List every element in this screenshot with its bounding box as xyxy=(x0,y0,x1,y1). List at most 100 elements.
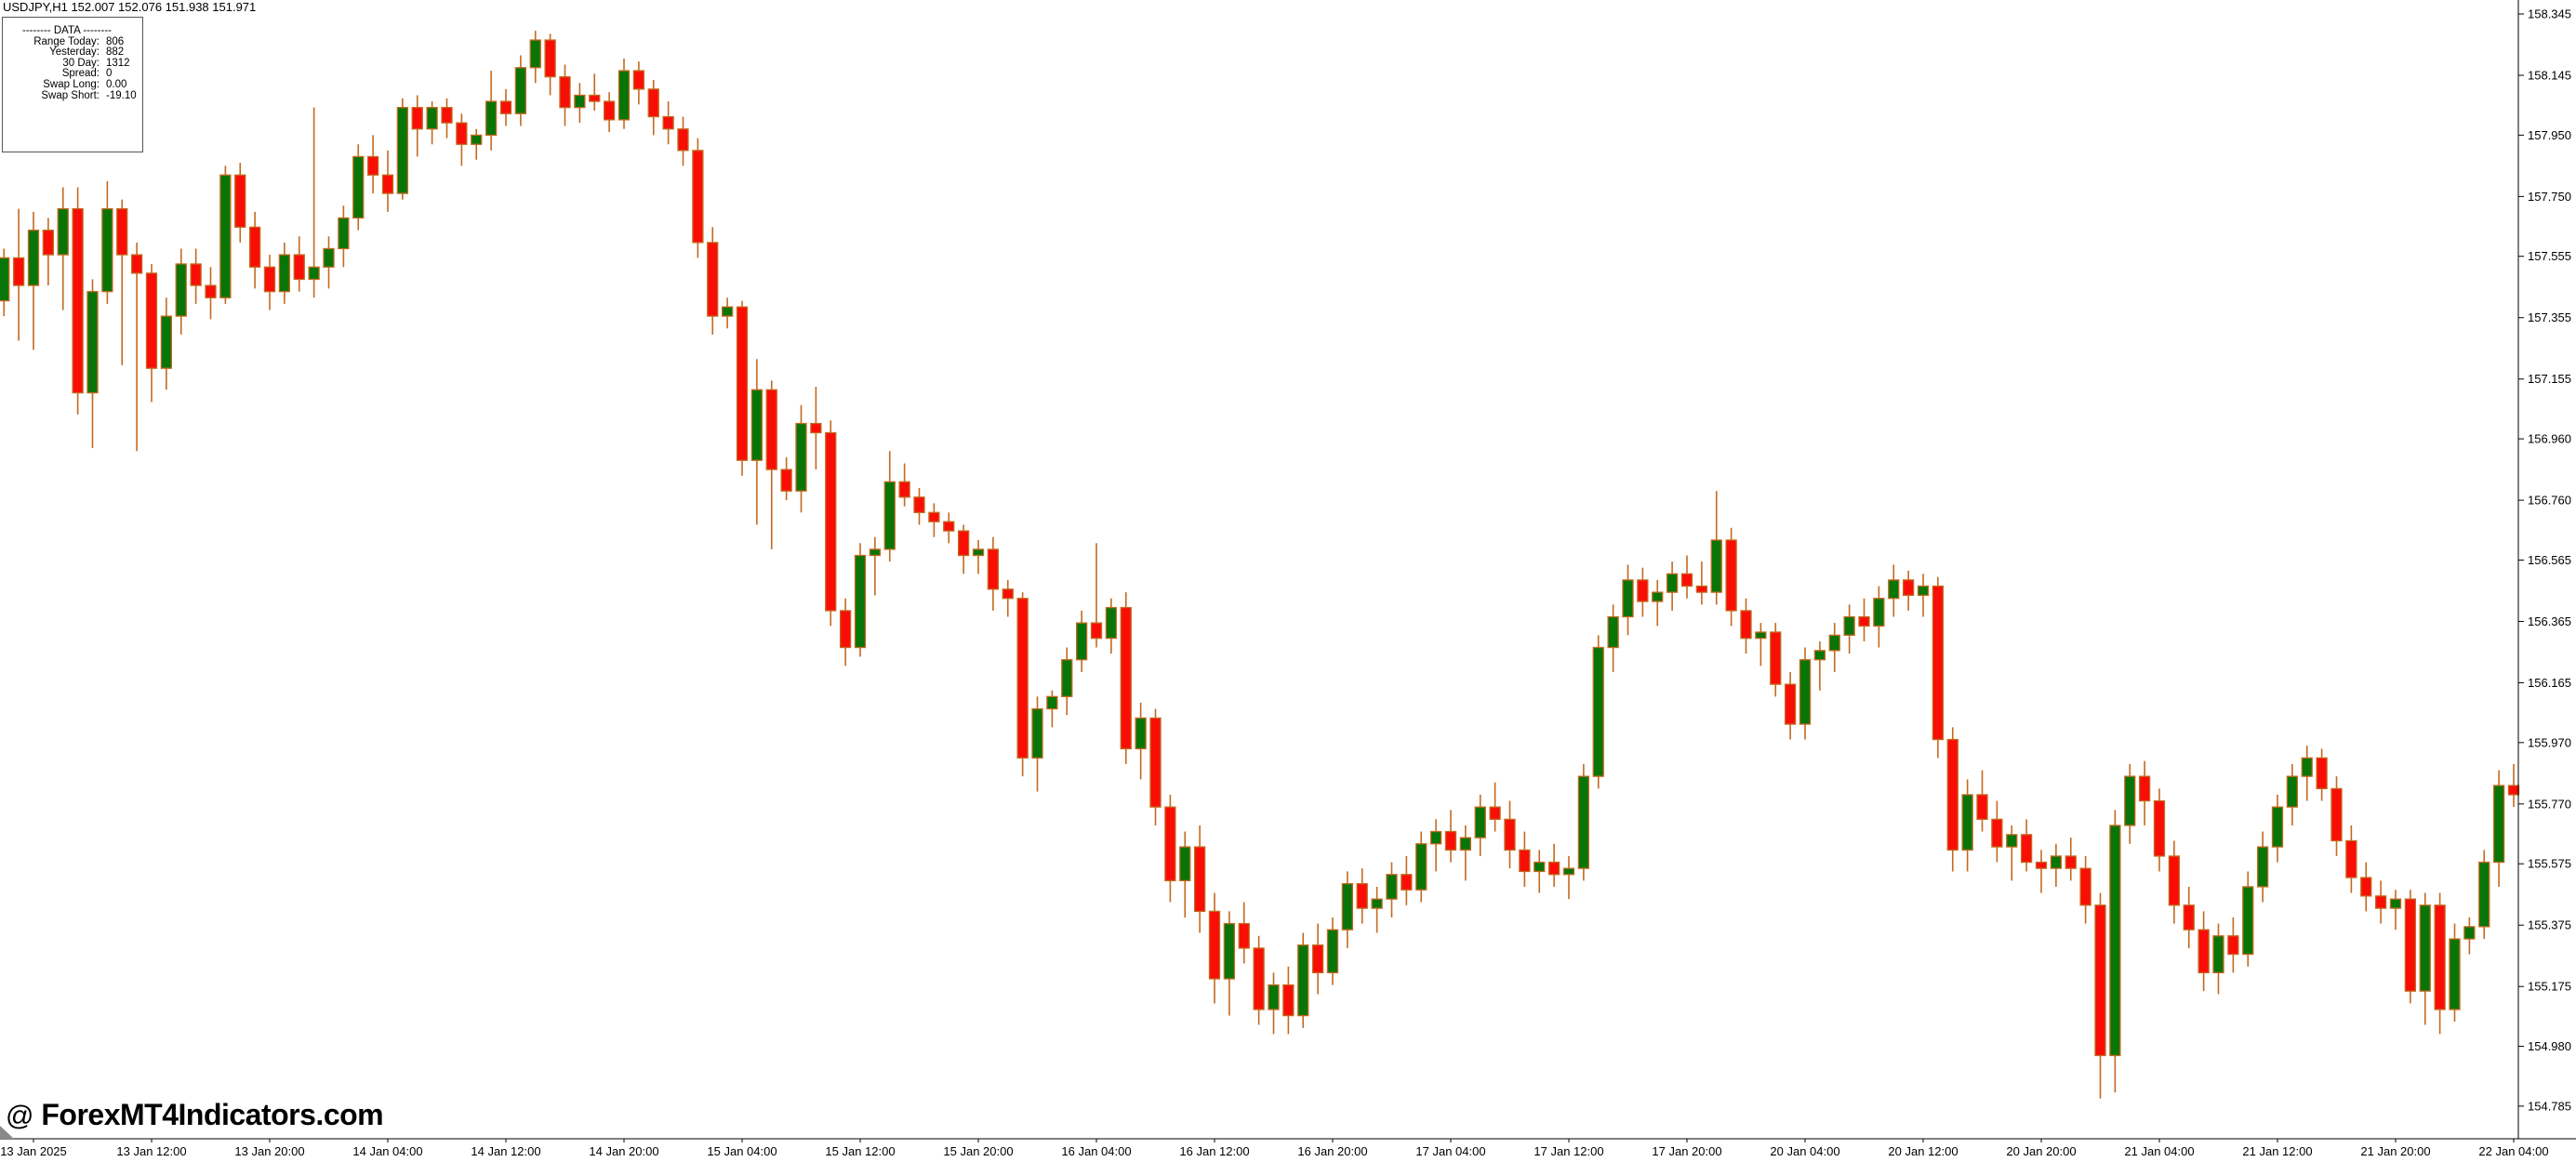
bear-candle-body xyxy=(928,511,940,522)
time-axis-label: 13 Jan 2025 xyxy=(0,1144,67,1158)
bull-candle-body xyxy=(1828,634,1840,652)
bear-candle-body xyxy=(1149,717,1162,808)
bear-candle-body xyxy=(692,150,704,244)
bear-candle-body xyxy=(1858,615,1870,627)
bear-candle-body xyxy=(116,207,128,256)
bull-candle-body xyxy=(308,266,320,281)
bear-candle-body xyxy=(456,122,468,145)
bull-candle-body xyxy=(1297,944,1309,1017)
bull-candle-body xyxy=(574,94,586,109)
bear-candle-body xyxy=(1311,944,1324,974)
bear-candle-body xyxy=(2153,799,2166,857)
bull-candle-body xyxy=(854,554,867,649)
bear-candle-body xyxy=(2198,929,2210,974)
bear-candle-body xyxy=(2507,785,2520,796)
bear-candle-body xyxy=(2434,905,2446,1010)
bear-candle-body xyxy=(898,481,910,498)
bull-candle-body xyxy=(57,207,69,256)
bear-candle-body xyxy=(1401,874,1413,891)
bull-candle-body xyxy=(426,107,438,130)
bear-candle-body xyxy=(1164,806,1176,881)
bull-candle-body xyxy=(1592,646,1604,777)
bear-candle-body xyxy=(1120,606,1132,750)
time-axis-label: 17 Jan 12:00 xyxy=(1534,1144,1603,1158)
bull-candle-body xyxy=(2242,886,2254,956)
time-axis-label: 15 Jan 20:00 xyxy=(943,1144,1013,1158)
bull-candle-body xyxy=(1386,874,1398,900)
time-axis-label: 22 Jan 04:00 xyxy=(2478,1144,2548,1158)
bull-candle-body xyxy=(1710,539,1722,593)
yesterday-label: Yesterday: xyxy=(49,46,100,59)
time-axis-label: 21 Jan 20:00 xyxy=(2360,1144,2430,1158)
bull-candle-body xyxy=(352,155,365,219)
bear-candle-body xyxy=(2065,855,2077,869)
time-axis-label: 16 Jan 04:00 xyxy=(1061,1144,1131,1158)
bear-candle-body xyxy=(2360,877,2372,897)
time-axis-label: 13 Jan 12:00 xyxy=(116,1144,186,1158)
time-axis-label: 21 Jan 12:00 xyxy=(2242,1144,2312,1158)
time-axis-label: 14 Jan 04:00 xyxy=(352,1144,422,1158)
bear-candle-body xyxy=(1238,922,1250,949)
price-axis-label: 154.980 xyxy=(2528,1039,2571,1053)
bull-candle-body xyxy=(1961,794,1973,851)
bull-candle-body xyxy=(175,263,187,317)
bear-candle-body xyxy=(1770,631,1782,685)
bear-candle-body xyxy=(130,254,143,274)
bull-candle-body xyxy=(750,389,764,461)
price-axis-label: 155.770 xyxy=(2528,797,2571,811)
bull-candle-body xyxy=(1622,579,1634,618)
bull-candle-body xyxy=(2301,757,2313,777)
bear-candle-body xyxy=(2316,757,2328,789)
bull-candle-body xyxy=(1562,867,1575,876)
time-axis-label: 17 Jan 20:00 xyxy=(1652,1144,1721,1158)
bear-candle-body xyxy=(12,257,25,286)
price-axis-label: 156.760 xyxy=(2528,494,2571,508)
bear-candle-body xyxy=(1253,947,1265,1010)
bear-candle-body xyxy=(1356,882,1368,909)
bull-candle-body xyxy=(471,134,483,145)
bear-candle-body xyxy=(736,306,749,461)
bull-candle-body xyxy=(1888,579,1900,600)
price-axis-label: 157.155 xyxy=(2528,372,2571,386)
bear-candle-body xyxy=(810,422,822,434)
bear-candle-body xyxy=(662,115,674,130)
bull-candle-body xyxy=(1135,717,1147,750)
bull-candle-body xyxy=(2389,898,2402,909)
thirty-day-label: 30 Day: xyxy=(62,57,100,69)
watermark-text: ForexMT4Indicators.com xyxy=(41,1098,384,1131)
bull-candle-body xyxy=(0,257,10,302)
swap-short-label: Swap Short: xyxy=(41,89,100,101)
bear-candle-body xyxy=(1637,579,1649,602)
price-axis-label: 156.565 xyxy=(2528,553,2571,567)
price-axis-label: 154.785 xyxy=(2528,1099,2571,1113)
bull-candle-body xyxy=(529,39,541,69)
bull-candle-body xyxy=(2256,846,2269,888)
bull-candle-body xyxy=(2286,775,2299,808)
bear-candle-body xyxy=(839,610,852,649)
bull-candle-body xyxy=(2109,825,2121,1057)
time-axis-label: 15 Jan 04:00 xyxy=(707,1144,777,1158)
bull-candle-body xyxy=(1415,843,1427,891)
bear-candle-body xyxy=(647,88,659,118)
bear-candle-body xyxy=(2138,775,2151,802)
bear-candle-body xyxy=(913,496,925,513)
bear-candle-body xyxy=(1680,573,1693,588)
bull-candle-body xyxy=(2449,938,2461,1010)
bull-candle-body xyxy=(1474,806,1486,838)
bull-candle-body xyxy=(1799,659,1812,725)
data-panel-row: Spread: 0 xyxy=(3,69,142,80)
bear-candle-body xyxy=(1784,683,1797,725)
bear-candle-body xyxy=(1489,806,1501,820)
data-panel-row: Swap Short: -19.10 xyxy=(3,89,142,102)
bear-candle-body xyxy=(1002,588,1014,600)
bull-candle-body xyxy=(323,247,335,268)
bear-candle-body xyxy=(293,254,305,281)
bear-candle-body xyxy=(1740,610,1752,640)
bull-candle-body xyxy=(721,306,734,317)
bear-candle-body xyxy=(234,174,246,229)
bear-candle-body xyxy=(1725,539,1737,612)
bull-candle-body xyxy=(1666,573,1679,593)
thirty-day-value: 1312 xyxy=(106,57,130,69)
